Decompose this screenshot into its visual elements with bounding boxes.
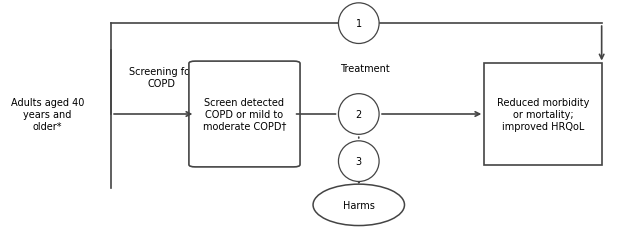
Text: Treatment: Treatment <box>340 64 390 74</box>
FancyBboxPatch shape <box>189 62 300 167</box>
Text: Harms: Harms <box>343 200 375 210</box>
Ellipse shape <box>338 141 379 182</box>
Text: 1: 1 <box>356 19 362 29</box>
Ellipse shape <box>313 184 404 226</box>
Text: 2: 2 <box>356 109 362 120</box>
Text: Screening for
COPD: Screening for COPD <box>130 67 194 89</box>
Ellipse shape <box>338 94 379 135</box>
Text: 3: 3 <box>356 156 362 166</box>
Text: Screen detected
COPD or mild to
moderate COPD†: Screen detected COPD or mild to moderate… <box>203 98 286 131</box>
Ellipse shape <box>338 4 379 44</box>
FancyBboxPatch shape <box>484 64 602 165</box>
Text: Adults aged 40
years and
older*: Adults aged 40 years and older* <box>11 98 84 131</box>
Text: Reduced morbidity
or mortality;
improved HRQoL: Reduced morbidity or mortality; improved… <box>497 98 589 131</box>
